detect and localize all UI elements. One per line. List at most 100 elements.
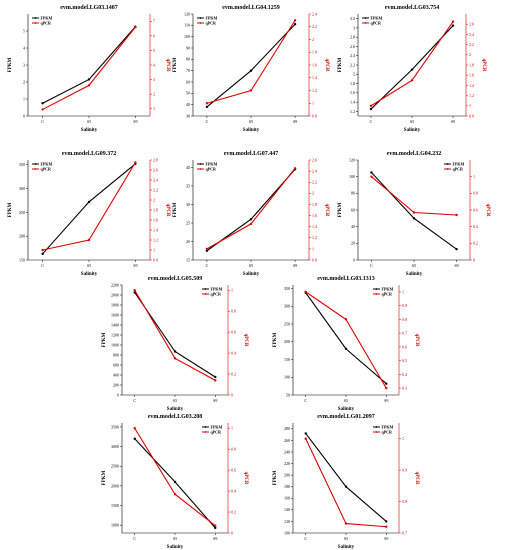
chart-panel-7: evm.model.LG05.509 0 200 400 600 800 1000 1200 1… (102, 276, 248, 412)
data-point-qpcr (205, 102, 209, 105)
chart-panel-1: evm.model.LG03.1407 0 1 2 3 4 5 1 2 3 4 5 6 7 C S5 S9 Sal… (8, 5, 170, 133)
chart-title: evm.model.LG04.1259 (222, 5, 280, 11)
y-tick-label-right: 1.6 (469, 73, 474, 78)
legend-marker-qpcr (204, 293, 207, 295)
y-tick-label-left: 200 (284, 339, 290, 344)
y-tick-label-right: 2.2 (312, 180, 317, 185)
y-tick-label-left: 3500 (111, 424, 119, 429)
legend-marker-qpcr (446, 168, 449, 170)
y-tick-label-left: 100 (349, 174, 355, 179)
y-tick-label-right: 0.8 (231, 309, 236, 314)
y-tick-label-left: 60 (351, 207, 355, 212)
data-point-qpcr (410, 79, 414, 82)
y-tick-label-right: 1 (231, 288, 233, 293)
x-tick-label: C (206, 263, 209, 268)
y-tick-label-left: 4 (23, 45, 25, 50)
data-point-fpkm (87, 200, 91, 204)
y-axis-label-right: qPCR (324, 203, 329, 216)
y-tick-label-left: 200 (113, 382, 119, 387)
legend-label-qpcr: qPCR (206, 166, 217, 171)
legend-label-fpkm: FPKM (382, 424, 394, 429)
legend-label-qpcr: qPCR (41, 166, 52, 171)
data-point-fpkm (451, 24, 455, 27)
y-tick-label-right: 1.4 (312, 75, 317, 80)
data-point-qpcr (41, 108, 44, 111)
legend-marker-qpcr (375, 431, 378, 433)
data-point-fpkm (173, 480, 177, 484)
legend-marker-qpcr (199, 168, 202, 170)
y-tick-label-right: 2.2 (312, 24, 317, 29)
y-axis-label-right: qPCR (414, 471, 419, 484)
data-point-fpkm (412, 217, 416, 220)
y-tick-label-left: 1800 (111, 302, 119, 307)
legend-label-qpcr: qPCR (211, 429, 222, 434)
x-axis-label: Salinity (81, 128, 98, 133)
chart-panel-5: evm.model.LG07.447 15 20 25 30 35 40 0.8 1 1.2 1.4… (173, 151, 329, 277)
y-tick-label-left: 40 (351, 224, 355, 229)
data-point-fpkm (214, 375, 217, 379)
y-tick-label-left: 2.6 (350, 44, 355, 49)
legend-marker-fpkm (375, 288, 378, 290)
legend-label-qpcr: qPCR (211, 291, 222, 296)
x-tick-label: S5 (249, 119, 253, 124)
y-tick-label-right: 2.4 (312, 11, 317, 16)
y-tick-label-left: 2 (23, 79, 25, 84)
data-point-fpkm (173, 350, 177, 353)
y-tick-label-right: 7 (153, 19, 155, 24)
legend-marker-qpcr (375, 293, 378, 295)
y-tick-label-right: 1 (402, 289, 404, 294)
x-tick-label: C (370, 263, 373, 268)
y-axis-label-right: qPCR (165, 203, 170, 216)
y-axis-label-right: qPCR (414, 333, 419, 346)
x-tick-label: C (304, 398, 307, 403)
y-tick-label-right: 2 (153, 197, 155, 202)
y-tick-label-right: 1 (473, 174, 475, 179)
x-axis-label: Salinity (338, 407, 355, 412)
y-tick-label-left: 120 (184, 11, 190, 16)
legend-label-qpcr: qPCR (382, 429, 393, 434)
x-axis-label: Salinity (243, 128, 260, 133)
data-point-fpkm (344, 347, 348, 351)
data-point-fpkm (41, 102, 44, 105)
legend-label-qpcr: qPCR (206, 20, 217, 25)
chart-panel-10: evm.model.LG01.2097 100 120 140 160 180 200 220… (273, 414, 419, 550)
data-point-qpcr (455, 213, 458, 217)
chart-panel-3: evm.model.LG03.754 1.2 1.4 1.6 1.8 2 2.2 2.4 2.6… (338, 5, 486, 133)
x-tick-label: C (206, 119, 209, 124)
y-tick-label-right: 1.2 (469, 93, 474, 98)
y-tick-label-left: 240 (284, 449, 290, 454)
x-tick-label: S5 (87, 263, 91, 268)
y-tick-label-right: 1.2 (312, 235, 317, 240)
chart-title: evm.model.LG05.509 (148, 276, 203, 282)
y-axis-label-right: qPCR (243, 471, 248, 484)
y-tick-label-right: 1.4 (469, 83, 474, 88)
series-line-qpcr (305, 438, 387, 528)
y-tick-label-right: 0.9 (402, 468, 407, 473)
y-axis-label-right: qPCR (481, 58, 486, 71)
legend-label-qpcr: qPCR (382, 291, 393, 296)
data-point-qpcr (344, 522, 348, 525)
y-tick-label-right: 0 (473, 257, 475, 262)
y-tick-label-left: 0 (117, 392, 119, 397)
y-tick-label-right: 1.6 (153, 217, 158, 222)
x-tick-label: S5 (173, 536, 177, 541)
y-tick-label-left: 1.2 (350, 109, 355, 114)
y-tick-label-right: 1 (469, 103, 471, 108)
series-line-fpkm (305, 433, 387, 522)
y-tick-label-right: 2.6 (153, 167, 158, 172)
x-tick-label: S9 (451, 119, 455, 124)
y-tick-label-left: 100 (184, 34, 190, 39)
y-tick-label-right: 0 (231, 392, 233, 397)
x-tick-label: S9 (384, 536, 388, 541)
y-tick-label-left: 250 (284, 321, 290, 326)
y-tick-label-right: 2.4 (153, 177, 158, 182)
y-tick-label-left: 90 (186, 45, 190, 50)
data-point-fpkm (304, 432, 307, 435)
x-tick-label: S5 (173, 398, 177, 403)
y-tick-label-left: 150 (284, 357, 290, 362)
y-tick-label-left: 35 (186, 183, 190, 188)
y-tick-label-left: 40 (186, 165, 190, 170)
y-axis-label-left: FPKM (102, 332, 107, 347)
data-point-qpcr (249, 89, 253, 92)
data-point-qpcr (385, 525, 388, 528)
